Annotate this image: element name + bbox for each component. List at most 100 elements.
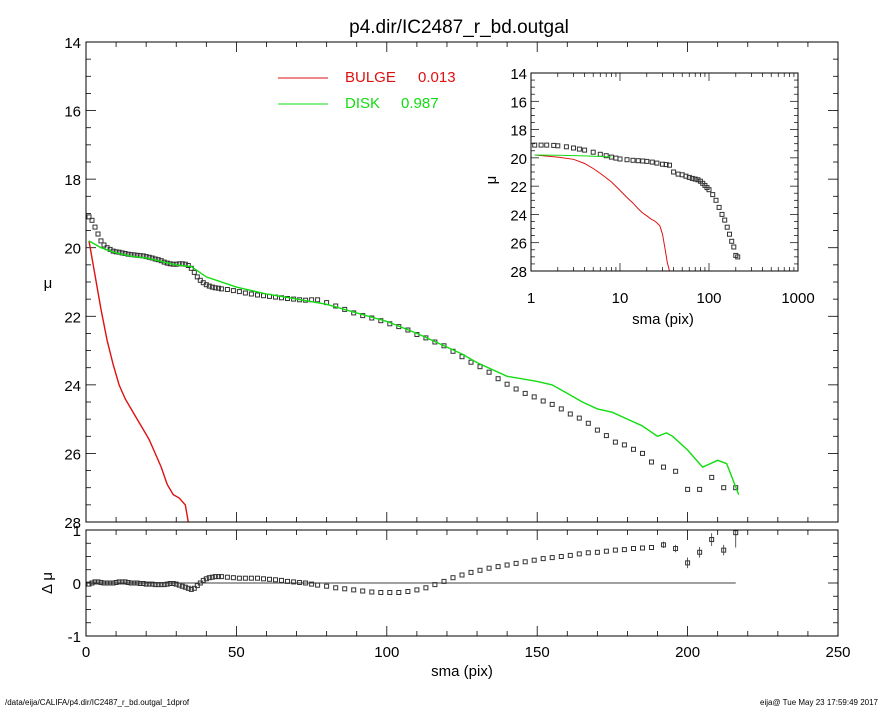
residual-point xyxy=(224,574,230,580)
legend-disk-value: 0.987 xyxy=(401,95,439,112)
residual-point xyxy=(134,580,140,586)
data-point xyxy=(504,381,510,387)
inset-y-tick-label: 28 xyxy=(510,264,527,281)
residual-point xyxy=(194,583,200,589)
x-tick-label: 0 xyxy=(82,644,90,661)
residual-point xyxy=(576,551,582,557)
resid-y-axis-label: Δ μ xyxy=(39,572,56,594)
residual-point xyxy=(504,562,510,568)
data-point xyxy=(522,390,528,396)
inset-data-point xyxy=(724,224,730,230)
residual-point xyxy=(603,548,609,554)
residual-point xyxy=(733,530,739,536)
residual-point xyxy=(167,581,173,586)
data-point xyxy=(230,288,236,294)
x-tick-label: 50 xyxy=(228,644,245,661)
data-point xyxy=(640,450,645,456)
residual-point xyxy=(98,580,104,585)
inset-y-tick-label: 18 xyxy=(510,123,527,140)
residual-point xyxy=(86,581,92,587)
residual-point xyxy=(649,545,654,550)
residual-point xyxy=(414,587,420,593)
residual-point xyxy=(191,585,197,591)
x-tick-label: 150 xyxy=(525,644,550,661)
inset-data-point xyxy=(731,244,737,250)
residual-point xyxy=(612,547,618,553)
residual-point xyxy=(291,579,297,585)
data-point xyxy=(540,398,546,404)
residual-point xyxy=(333,585,339,591)
inset-y-tick-label: 20 xyxy=(510,151,527,168)
residual-point xyxy=(405,589,411,594)
y-tick-label: 14 xyxy=(64,35,81,52)
inset-data-point xyxy=(683,173,689,179)
data-point xyxy=(673,468,679,474)
data-point xyxy=(242,290,248,296)
main-frame xyxy=(85,41,839,523)
data-point xyxy=(203,282,209,288)
data-point xyxy=(603,433,609,439)
inset-data-point xyxy=(624,157,630,163)
legend-bulge-value: 0.013 xyxy=(418,69,456,86)
residual-point xyxy=(540,556,546,562)
residual-point xyxy=(441,578,447,584)
legend-disk-name: DISK xyxy=(345,95,380,112)
inset-x-tick-label: 1 xyxy=(527,290,535,307)
inset-y-tick-label: 24 xyxy=(510,207,527,224)
residual-point xyxy=(125,580,131,585)
residual-point xyxy=(164,581,170,587)
residual-point xyxy=(248,575,254,581)
residual-point xyxy=(143,581,149,587)
resid-y-tick-label: -1 xyxy=(68,629,81,646)
inset-data-point xyxy=(692,176,698,182)
residual-point xyxy=(585,550,591,556)
residual-point xyxy=(468,569,474,575)
residual-point xyxy=(242,575,248,581)
residual-point xyxy=(203,576,209,582)
residual-point xyxy=(369,589,375,595)
data-point xyxy=(224,287,230,292)
inset-data-point xyxy=(576,146,582,152)
residual-point xyxy=(158,582,164,588)
residual-point xyxy=(594,549,600,555)
residual-point xyxy=(495,564,501,570)
data-point xyxy=(468,359,474,365)
data-point xyxy=(594,427,600,433)
data-point xyxy=(212,285,218,291)
residual-point xyxy=(209,574,215,580)
footer-path: /data/eija/CALIFA/p4.dir/IC2487_r_bd.out… xyxy=(5,698,190,707)
inset-data-point xyxy=(555,143,561,149)
residual-point xyxy=(513,560,519,566)
residual-point xyxy=(459,572,465,578)
residual-point xyxy=(396,590,402,595)
residual-point xyxy=(170,581,176,586)
inset-data-point xyxy=(582,147,588,153)
residual-point xyxy=(297,580,303,585)
inset-data-point xyxy=(590,149,596,155)
inset-data-point xyxy=(563,144,569,150)
residual-point xyxy=(324,583,330,589)
residual-point xyxy=(95,579,101,585)
legend-bulge-name: BULGE xyxy=(345,69,396,86)
residual-point xyxy=(182,584,188,590)
y-tick-label: 20 xyxy=(64,241,81,258)
residual-point xyxy=(315,582,321,588)
data-point xyxy=(585,420,591,426)
inset-data-point xyxy=(716,204,722,210)
x-tick-label: 100 xyxy=(374,644,399,661)
inset-y-tick-label: 14 xyxy=(510,66,527,83)
residual-point xyxy=(137,581,143,586)
data-point xyxy=(649,459,654,465)
data-point xyxy=(495,376,501,382)
data-point xyxy=(206,283,212,289)
residual-point xyxy=(92,579,98,585)
residual-point xyxy=(721,547,727,553)
residual-point xyxy=(236,575,242,581)
data-point xyxy=(218,286,224,292)
data-point xyxy=(685,486,691,492)
bulge-line xyxy=(88,240,189,522)
resid-y-tick-label: 0 xyxy=(73,576,81,593)
residual-point xyxy=(432,582,438,588)
data-point xyxy=(721,485,727,491)
